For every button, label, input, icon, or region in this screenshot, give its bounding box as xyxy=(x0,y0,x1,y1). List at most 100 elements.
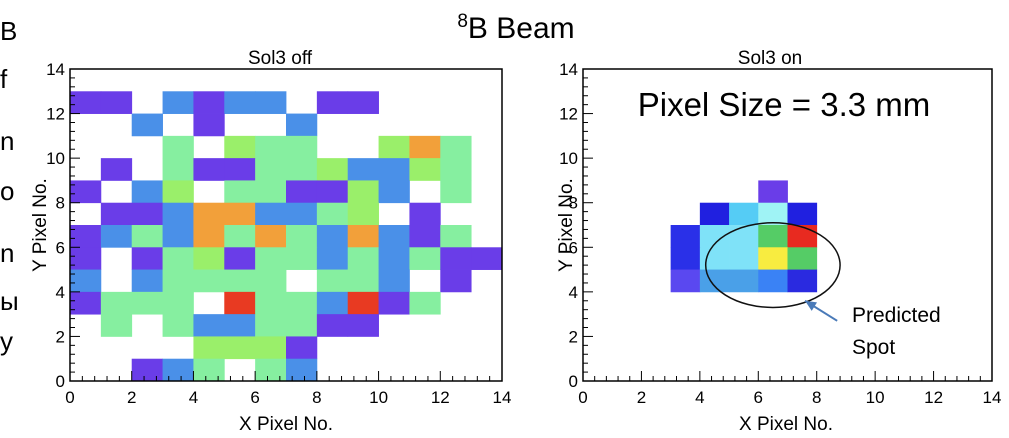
heatmap-cell xyxy=(131,358,163,382)
y-tick-label: 2 xyxy=(56,327,65,346)
heatmap-cell xyxy=(224,180,256,204)
heatmap-cell xyxy=(193,225,225,248)
predicted-spot-overlay xyxy=(704,222,841,322)
heatmap-cell xyxy=(286,180,318,204)
heatmap-cell xyxy=(378,180,410,204)
heatmap-cell xyxy=(378,269,410,293)
heatmap-cell xyxy=(758,180,788,204)
x-tick-label: 0 xyxy=(578,388,587,407)
x-tick-label: 8 xyxy=(312,388,321,407)
x-tick-label: 6 xyxy=(250,388,259,407)
heatmap-cell xyxy=(699,202,730,226)
x-tick-label: 14 xyxy=(493,388,512,407)
heatmap-cell xyxy=(193,158,225,181)
y-axis-label: Y Pixel No. xyxy=(556,178,577,272)
left-edge-fragments: B f n o n ы y xyxy=(0,16,19,356)
heatmap-cell xyxy=(193,336,225,360)
heatmap-cell xyxy=(699,269,730,293)
edge-fragment: n xyxy=(0,126,14,156)
heatmap-cell xyxy=(316,247,349,270)
heatmap-cell xyxy=(409,202,441,226)
heatmap-cells xyxy=(670,180,818,293)
x-tick-label: 4 xyxy=(189,388,198,407)
heatmap-cell xyxy=(255,291,287,315)
heatmap-cell xyxy=(729,202,759,226)
heatmap-cell xyxy=(286,113,318,137)
callout-line-1: Predicted xyxy=(852,304,941,327)
heatmap-cell xyxy=(193,113,225,137)
heatmap-cell xyxy=(162,314,194,337)
heatmap-cell xyxy=(100,225,133,248)
x-tick-label: 8 xyxy=(812,388,821,407)
heatmap-cell xyxy=(162,135,194,159)
heatmap-cell xyxy=(162,158,194,181)
chart-sol3-on: Sol3 on 0 2 4 6 8 10 12 14 0 2 4 6 8 10 12 14 X Pixel N… xyxy=(556,48,1001,435)
x-axis-label: X Pixel No. xyxy=(239,414,333,435)
heatmap-cell xyxy=(70,180,102,204)
heatmap-cell xyxy=(758,269,788,293)
heatmap-cell xyxy=(286,336,318,360)
heatmap-cell xyxy=(255,91,287,114)
heatmap-cell xyxy=(409,225,441,248)
heatmap-cell xyxy=(224,291,256,315)
heatmap-cell xyxy=(316,314,349,337)
heatmap-cell xyxy=(729,247,759,270)
x-tick-label: 0 xyxy=(65,388,74,407)
heatmap-cell xyxy=(131,269,163,293)
heatmap-cell xyxy=(100,291,133,315)
heatmap-cell xyxy=(670,269,701,293)
heatmap-cell xyxy=(224,247,256,270)
plot-frame xyxy=(69,68,503,382)
y-tick-label: 8 xyxy=(56,194,65,213)
heatmap-cell xyxy=(255,336,287,360)
heatmap-cell xyxy=(131,180,163,204)
heatmap-cell xyxy=(193,91,225,114)
y-tick-label: 10 xyxy=(559,149,578,168)
heatmap-cell xyxy=(224,314,256,337)
heatmap-cell xyxy=(193,247,225,270)
y-tick-label: 12 xyxy=(559,105,578,124)
edge-fragment: o xyxy=(0,176,14,206)
heatmap-cell xyxy=(162,247,194,270)
heatmap-cell xyxy=(409,135,441,159)
heatmap-cell xyxy=(131,225,163,248)
heatmap-cell xyxy=(347,202,379,226)
heatmap-cell xyxy=(131,247,163,270)
heatmap-cell xyxy=(409,291,441,315)
heatmap-cell xyxy=(378,247,410,270)
heatmap-cell xyxy=(255,314,287,337)
heatmap-cell xyxy=(255,269,287,293)
heatmap-cell xyxy=(224,135,256,159)
edge-fragment: n xyxy=(0,238,14,268)
heatmap-cell xyxy=(224,269,256,293)
heatmap-cell xyxy=(162,358,194,382)
y-tick-label: 8 xyxy=(569,194,578,213)
heatmap-cell xyxy=(255,158,287,181)
heatmap-cell xyxy=(131,291,163,315)
heatmap-cell xyxy=(255,202,287,226)
title-main: B Beam xyxy=(468,12,575,45)
x-tick-label: 10 xyxy=(369,388,388,407)
heatmap-cell xyxy=(347,158,379,181)
heatmap-cell xyxy=(347,180,379,204)
heatmap-cell xyxy=(162,180,194,204)
heatmap-cell xyxy=(100,314,133,337)
heatmap-cell xyxy=(316,91,349,114)
heatmap-cell xyxy=(729,225,759,248)
heatmap-cell xyxy=(286,158,318,181)
heatmap-cell xyxy=(699,247,730,270)
heatmap-cell xyxy=(100,202,133,226)
heatmap-cell xyxy=(162,291,194,315)
heatmap-cell xyxy=(347,269,379,293)
heatmap-cells xyxy=(70,91,503,382)
heatmap-cell xyxy=(347,91,379,114)
y-tick-label: 10 xyxy=(46,149,65,168)
heatmap-cell xyxy=(255,180,287,204)
heatmap-cell xyxy=(440,158,472,181)
heatmap-cell xyxy=(378,291,410,315)
heatmap-cell xyxy=(347,291,379,315)
heatmap-cell xyxy=(378,225,410,248)
heatmap-cell xyxy=(286,202,318,226)
callout-line-2: Spot xyxy=(852,336,895,359)
heatmap-cell xyxy=(131,202,163,226)
